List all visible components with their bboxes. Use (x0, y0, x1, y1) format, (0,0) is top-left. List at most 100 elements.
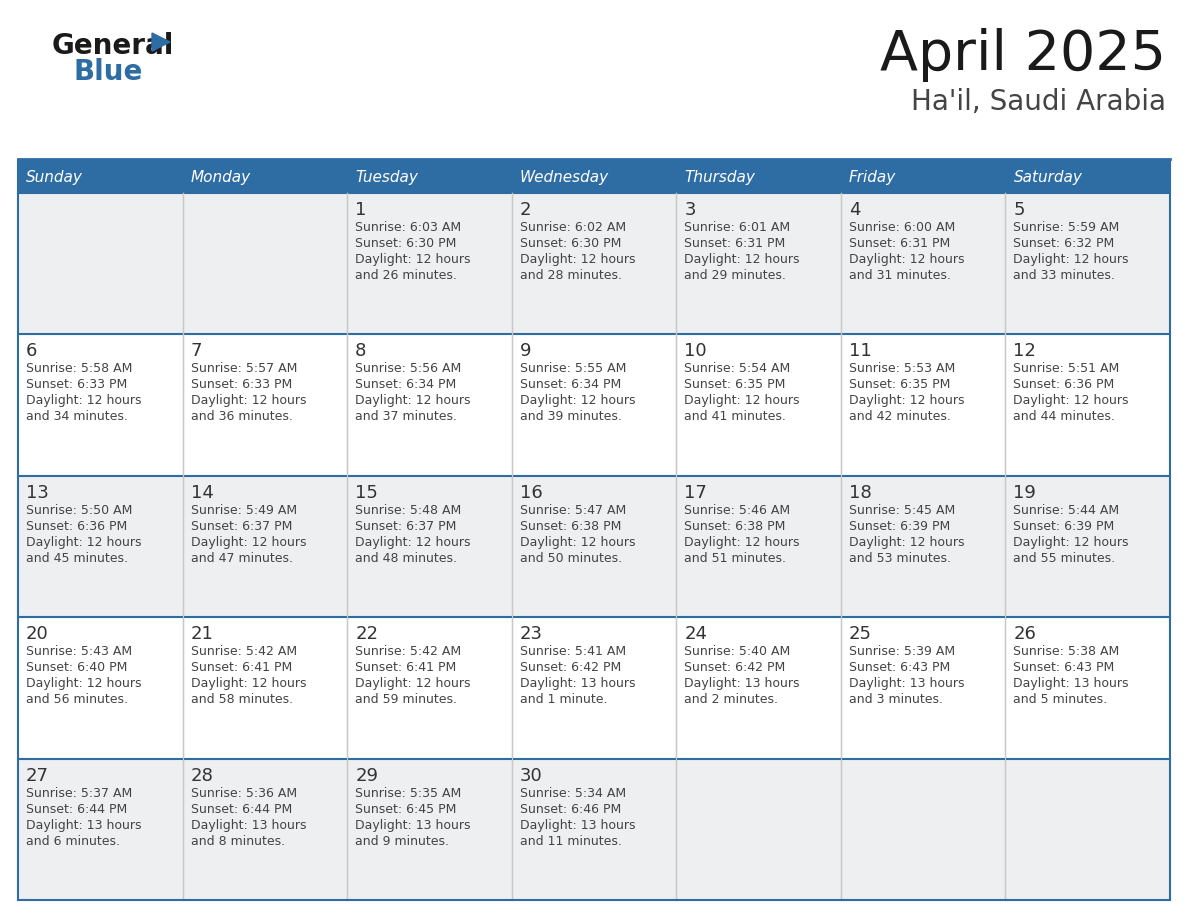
Text: Sunrise: 5:45 AM: Sunrise: 5:45 AM (849, 504, 955, 517)
Text: Sunset: 6:45 PM: Sunset: 6:45 PM (355, 802, 456, 815)
Text: Sunset: 6:38 PM: Sunset: 6:38 PM (519, 520, 621, 532)
Text: Daylight: 12 hours: Daylight: 12 hours (849, 395, 965, 408)
Text: and 53 minutes.: and 53 minutes. (849, 552, 950, 565)
Text: Sunrise: 5:57 AM: Sunrise: 5:57 AM (190, 363, 297, 375)
Text: Daylight: 13 hours: Daylight: 13 hours (519, 819, 636, 832)
Text: and 42 minutes.: and 42 minutes. (849, 410, 950, 423)
Text: Sunrise: 6:02 AM: Sunrise: 6:02 AM (519, 221, 626, 234)
Text: Ha'il, Saudi Arabia: Ha'il, Saudi Arabia (911, 88, 1165, 116)
Text: Sunrise: 5:34 AM: Sunrise: 5:34 AM (519, 787, 626, 800)
Text: 24: 24 (684, 625, 707, 644)
Text: Sunset: 6:31 PM: Sunset: 6:31 PM (684, 237, 785, 250)
Text: 14: 14 (190, 484, 214, 502)
Text: and 26 minutes.: and 26 minutes. (355, 269, 457, 282)
Text: Sunset: 6:44 PM: Sunset: 6:44 PM (26, 802, 127, 815)
Bar (18, 476, 1170, 617)
Text: Sunset: 6:33 PM: Sunset: 6:33 PM (26, 378, 127, 391)
Text: 2: 2 (519, 201, 531, 219)
Text: Sunset: 6:31 PM: Sunset: 6:31 PM (849, 237, 950, 250)
Text: Sunrise: 6:01 AM: Sunrise: 6:01 AM (684, 221, 790, 234)
Text: Sunset: 6:39 PM: Sunset: 6:39 PM (1013, 520, 1114, 532)
Text: Daylight: 12 hours: Daylight: 12 hours (1013, 395, 1129, 408)
Text: Sunset: 6:32 PM: Sunset: 6:32 PM (1013, 237, 1114, 250)
Text: Daylight: 13 hours: Daylight: 13 hours (26, 819, 141, 832)
Text: 12: 12 (1013, 342, 1036, 361)
Bar (1005, 160, 1170, 193)
Text: Thursday: Thursday (684, 170, 756, 185)
Text: 29: 29 (355, 767, 378, 785)
Text: Daylight: 12 hours: Daylight: 12 hours (190, 677, 307, 690)
Text: Daylight: 12 hours: Daylight: 12 hours (1013, 253, 1129, 266)
Text: Sunset: 6:33 PM: Sunset: 6:33 PM (190, 378, 292, 391)
Text: 11: 11 (849, 342, 872, 361)
Text: and 11 minutes.: and 11 minutes. (519, 834, 621, 847)
Text: Sunset: 6:42 PM: Sunset: 6:42 PM (684, 661, 785, 674)
Text: Daylight: 13 hours: Daylight: 13 hours (684, 677, 800, 690)
Text: Sunset: 6:41 PM: Sunset: 6:41 PM (190, 661, 292, 674)
Bar (512, 160, 676, 193)
Text: Sunset: 6:36 PM: Sunset: 6:36 PM (26, 520, 127, 532)
Text: Sunrise: 5:38 AM: Sunrise: 5:38 AM (1013, 645, 1119, 658)
Text: and 44 minutes.: and 44 minutes. (1013, 410, 1116, 423)
Text: and 34 minutes.: and 34 minutes. (26, 410, 128, 423)
Text: Sunset: 6:42 PM: Sunset: 6:42 PM (519, 661, 621, 674)
Text: Sunrise: 5:58 AM: Sunrise: 5:58 AM (26, 363, 132, 375)
Text: Daylight: 12 hours: Daylight: 12 hours (519, 395, 636, 408)
Text: 18: 18 (849, 484, 872, 502)
Text: and 2 minutes.: and 2 minutes. (684, 693, 778, 706)
Text: and 33 minutes.: and 33 minutes. (1013, 269, 1116, 282)
Text: Daylight: 12 hours: Daylight: 12 hours (355, 395, 470, 408)
Text: Daylight: 12 hours: Daylight: 12 hours (355, 253, 470, 266)
Text: Sunrise: 6:00 AM: Sunrise: 6:00 AM (849, 221, 955, 234)
Text: 27: 27 (26, 767, 49, 785)
Text: and 37 minutes.: and 37 minutes. (355, 410, 457, 423)
Text: and 5 minutes.: and 5 minutes. (1013, 693, 1107, 706)
Text: Daylight: 12 hours: Daylight: 12 hours (849, 253, 965, 266)
Text: Sunset: 6:36 PM: Sunset: 6:36 PM (1013, 378, 1114, 391)
Text: and 8 minutes.: and 8 minutes. (190, 834, 285, 847)
Bar (18, 617, 1170, 758)
Text: Sunrise: 5:42 AM: Sunrise: 5:42 AM (190, 645, 297, 658)
Text: and 39 minutes.: and 39 minutes. (519, 410, 621, 423)
Text: Daylight: 12 hours: Daylight: 12 hours (684, 536, 800, 549)
Text: Sunrise: 5:53 AM: Sunrise: 5:53 AM (849, 363, 955, 375)
Text: and 29 minutes.: and 29 minutes. (684, 269, 786, 282)
Text: Daylight: 12 hours: Daylight: 12 hours (684, 253, 800, 266)
Text: Daylight: 13 hours: Daylight: 13 hours (849, 677, 965, 690)
Text: and 59 minutes.: and 59 minutes. (355, 693, 457, 706)
Text: Sunrise: 5:59 AM: Sunrise: 5:59 AM (1013, 221, 1119, 234)
Text: 3: 3 (684, 201, 696, 219)
Text: and 51 minutes.: and 51 minutes. (684, 552, 786, 565)
Text: April 2025: April 2025 (880, 28, 1165, 82)
Text: Sunset: 6:30 PM: Sunset: 6:30 PM (519, 237, 621, 250)
Text: Daylight: 12 hours: Daylight: 12 hours (355, 677, 470, 690)
Polygon shape (152, 33, 170, 51)
Text: Daylight: 13 hours: Daylight: 13 hours (355, 819, 470, 832)
Text: Sunset: 6:40 PM: Sunset: 6:40 PM (26, 661, 127, 674)
Text: Sunrise: 5:40 AM: Sunrise: 5:40 AM (684, 645, 790, 658)
Text: Monday: Monday (190, 170, 251, 185)
Text: and 28 minutes.: and 28 minutes. (519, 269, 621, 282)
Text: 10: 10 (684, 342, 707, 361)
Text: Sunrise: 5:49 AM: Sunrise: 5:49 AM (190, 504, 297, 517)
Text: Sunrise: 5:48 AM: Sunrise: 5:48 AM (355, 504, 461, 517)
Text: Daylight: 12 hours: Daylight: 12 hours (519, 253, 636, 266)
Text: General: General (52, 32, 175, 60)
Bar (347, 160, 512, 193)
Text: Saturday: Saturday (1013, 170, 1082, 185)
Bar (18, 193, 1170, 334)
Text: and 36 minutes.: and 36 minutes. (190, 410, 292, 423)
Text: and 47 minutes.: and 47 minutes. (190, 552, 292, 565)
Text: Wednesday: Wednesday (519, 170, 608, 185)
Text: Sunrise: 5:41 AM: Sunrise: 5:41 AM (519, 645, 626, 658)
Text: Sunset: 6:35 PM: Sunset: 6:35 PM (684, 378, 785, 391)
Text: Sunrise: 5:35 AM: Sunrise: 5:35 AM (355, 787, 461, 800)
Text: Sunrise: 6:03 AM: Sunrise: 6:03 AM (355, 221, 461, 234)
Text: Sunrise: 5:39 AM: Sunrise: 5:39 AM (849, 645, 955, 658)
Text: Daylight: 12 hours: Daylight: 12 hours (190, 536, 307, 549)
Text: 25: 25 (849, 625, 872, 644)
Text: 4: 4 (849, 201, 860, 219)
Text: and 6 minutes.: and 6 minutes. (26, 834, 120, 847)
Text: 22: 22 (355, 625, 378, 644)
Text: Sunday: Sunday (26, 170, 83, 185)
